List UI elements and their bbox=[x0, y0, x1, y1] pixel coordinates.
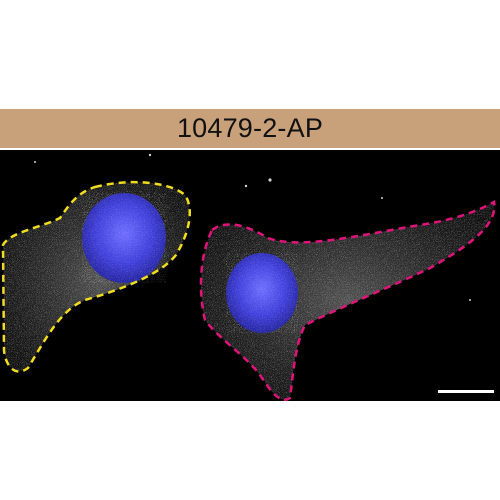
micrograph-svg bbox=[0, 150, 500, 401]
fluorescence-micrograph bbox=[0, 150, 500, 401]
cell-right-nucleus-speckle bbox=[226, 253, 298, 333]
antibody-id-label: 10479-2-AP bbox=[176, 113, 324, 143]
cell-right-outline bbox=[199, 200, 496, 401]
cell-left-nucleus-speckle bbox=[82, 193, 166, 283]
antibody-label-banner: 10479-2-AP bbox=[0, 109, 500, 148]
background-specks bbox=[34, 153, 471, 301]
scale-bar bbox=[438, 390, 494, 393]
